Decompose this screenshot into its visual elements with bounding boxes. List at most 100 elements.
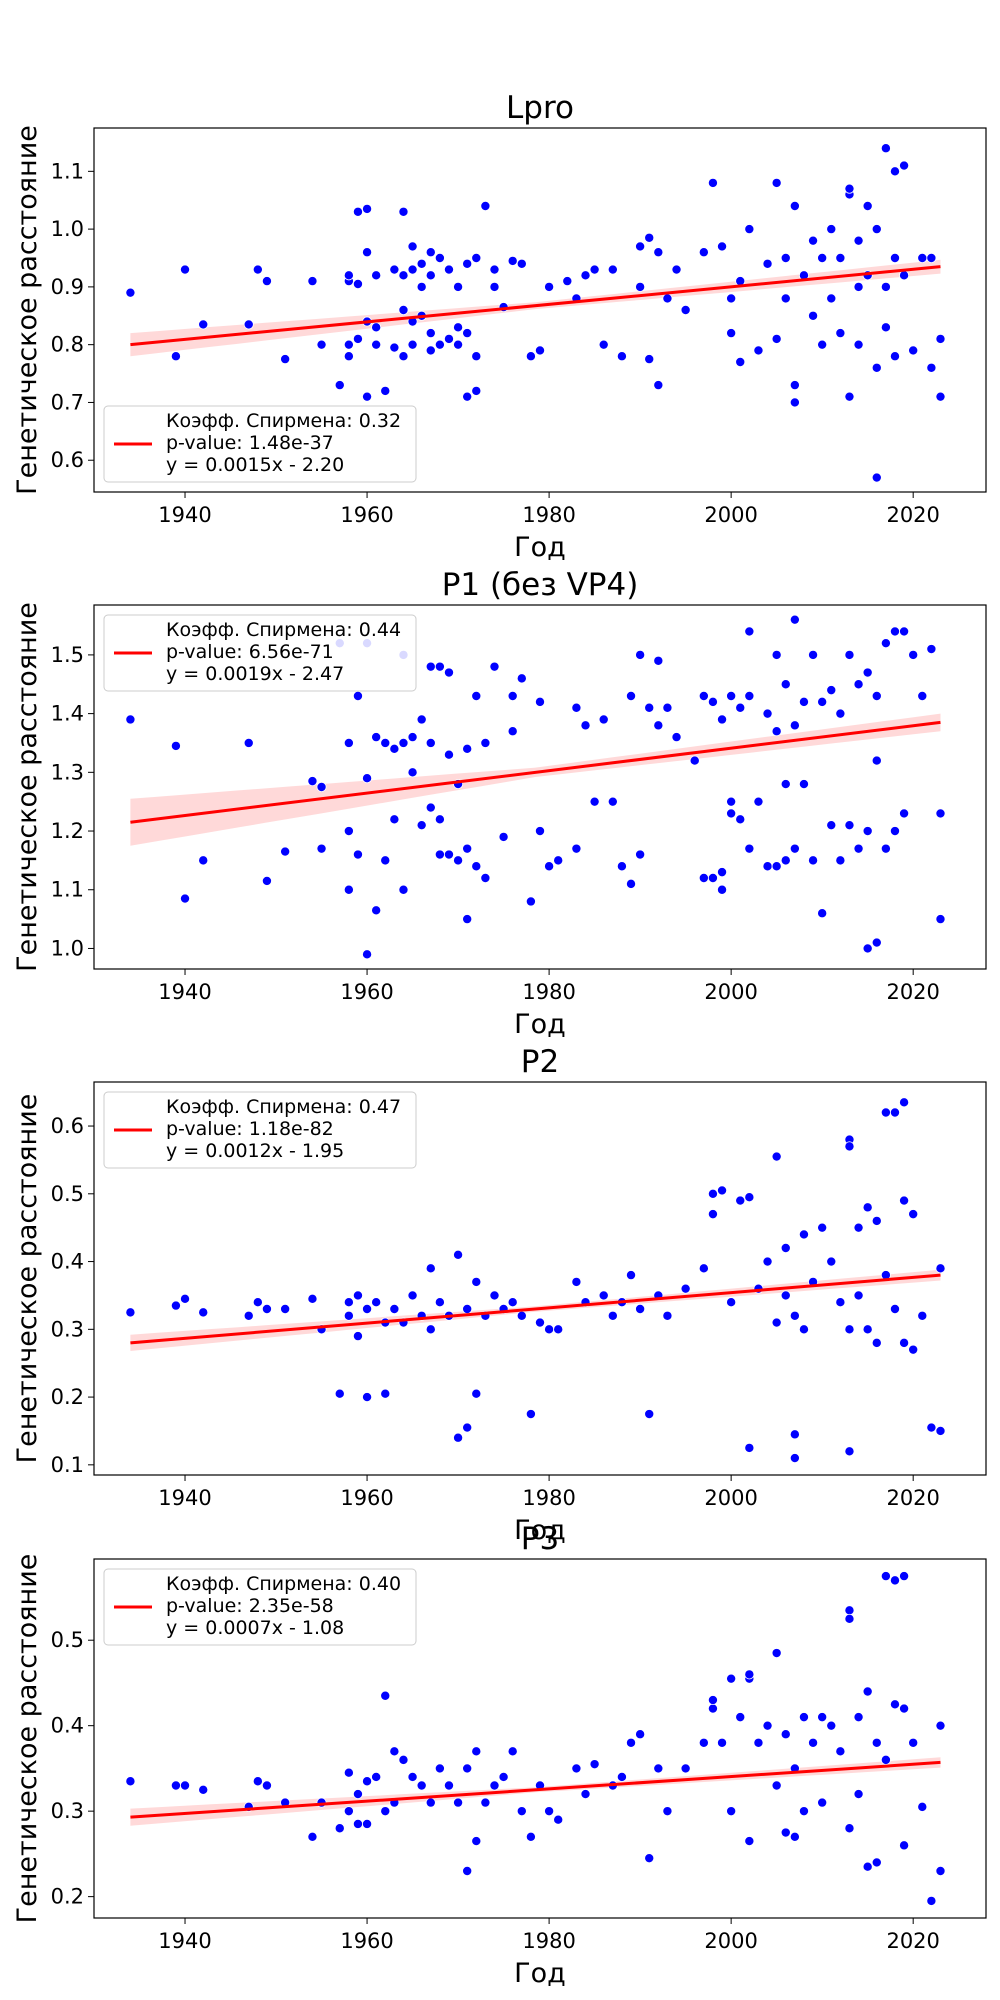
data-point — [261, 276, 272, 287]
data-point — [817, 339, 828, 350]
data-point — [871, 1737, 882, 1748]
legend-entry: Коэфф. Спирмена: 0.40 — [166, 1573, 401, 1595]
y-tick-label: 1.0 — [51, 217, 84, 241]
data-point — [808, 855, 819, 866]
data-point — [780, 252, 791, 263]
data-point — [744, 626, 755, 637]
data-point — [616, 1771, 627, 1782]
data-point — [735, 814, 746, 825]
y-tick-label: 1.0 — [51, 936, 84, 960]
data-point — [789, 614, 800, 625]
chart-panel: P2 1940 1960 1980 2000 2020 0.1 0.2 0.3 0.4 0.5 0.6… — [12, 1044, 987, 1546]
data-point — [644, 1409, 655, 1420]
data-point — [343, 1806, 354, 1817]
data-point — [653, 655, 664, 666]
data-point — [589, 796, 600, 807]
data-point — [580, 1789, 591, 1800]
data-point — [889, 1575, 900, 1586]
data-point — [798, 1806, 809, 1817]
data-point — [507, 726, 518, 737]
data-point — [398, 206, 409, 217]
data-point — [862, 1324, 873, 1335]
data-point — [516, 673, 527, 684]
data-point — [771, 1648, 782, 1659]
data-point — [170, 740, 181, 751]
data-point — [352, 691, 363, 702]
data-point — [889, 626, 900, 637]
data-point — [434, 814, 445, 825]
x-tick-label: 1960 — [340, 1486, 393, 1510]
data-point — [880, 638, 891, 649]
regression-line — [130, 1760, 941, 1819]
x-tick-label: 1940 — [158, 1486, 211, 1510]
data-point — [780, 1827, 791, 1838]
data-point — [826, 1256, 837, 1267]
data-point — [899, 1840, 910, 1851]
data-point — [371, 732, 382, 743]
data-point — [480, 873, 491, 884]
data-point — [880, 322, 891, 333]
data-point — [398, 737, 409, 748]
data-point — [935, 1263, 946, 1274]
data-point — [516, 258, 527, 269]
data-point — [835, 328, 846, 339]
data-point — [771, 649, 782, 660]
data-point — [425, 802, 436, 813]
x-axis-label: Год — [514, 1958, 566, 1989]
data-point — [498, 831, 509, 842]
y-tick-label: 0.1 — [51, 1453, 84, 1477]
data-point — [389, 743, 400, 754]
data-point — [507, 1297, 518, 1308]
legend-entry: Коэфф. Спирмена: 0.44 — [166, 619, 401, 641]
data-point — [407, 339, 418, 350]
data-point — [371, 339, 382, 350]
data-point — [744, 691, 755, 702]
data-point — [844, 391, 855, 402]
data-point — [671, 264, 682, 275]
data-point — [434, 1763, 445, 1774]
data-point — [726, 796, 737, 807]
data-point — [853, 1222, 864, 1233]
data-point — [880, 281, 891, 292]
data-point — [862, 1686, 873, 1697]
data-point — [371, 1771, 382, 1782]
data-point — [789, 200, 800, 211]
data-point — [880, 143, 891, 154]
legend-entry: p-value: 2.35e-58 — [166, 1595, 334, 1617]
y-axis-label: Генетическое расстояние — [12, 1094, 43, 1464]
data-point — [571, 702, 582, 713]
data-point — [744, 1442, 755, 1453]
data-point — [516, 1310, 527, 1321]
data-point — [389, 1303, 400, 1314]
data-point — [362, 391, 373, 402]
data-point — [853, 679, 864, 690]
data-point — [844, 820, 855, 831]
y-tick-label: 1.3 — [51, 760, 84, 784]
data-point — [261, 1780, 272, 1791]
data-point — [380, 737, 391, 748]
data-point — [489, 264, 500, 275]
data-point — [170, 1780, 181, 1791]
y-tick-label: 0.2 — [51, 1885, 84, 1909]
y-tick-label: 1.1 — [51, 159, 84, 183]
data-point — [817, 252, 828, 263]
data-point — [926, 362, 937, 373]
data-point — [935, 391, 946, 402]
data-point — [480, 1797, 491, 1808]
data-point — [726, 808, 737, 819]
legend-entry: y = 0.0015x - 2.20 — [166, 454, 344, 476]
data-point — [880, 1754, 891, 1765]
data-point — [462, 1763, 473, 1774]
data-point — [753, 796, 764, 807]
data-point — [389, 1746, 400, 1757]
data-point — [198, 319, 209, 330]
data-point — [407, 767, 418, 778]
data-point — [862, 200, 873, 211]
data-point — [198, 1784, 209, 1795]
data-point — [343, 737, 354, 748]
data-point — [726, 691, 737, 702]
data-point — [280, 354, 291, 365]
data-point — [935, 1720, 946, 1731]
data-point — [589, 264, 600, 275]
x-tick-label: 1940 — [158, 1929, 211, 1953]
